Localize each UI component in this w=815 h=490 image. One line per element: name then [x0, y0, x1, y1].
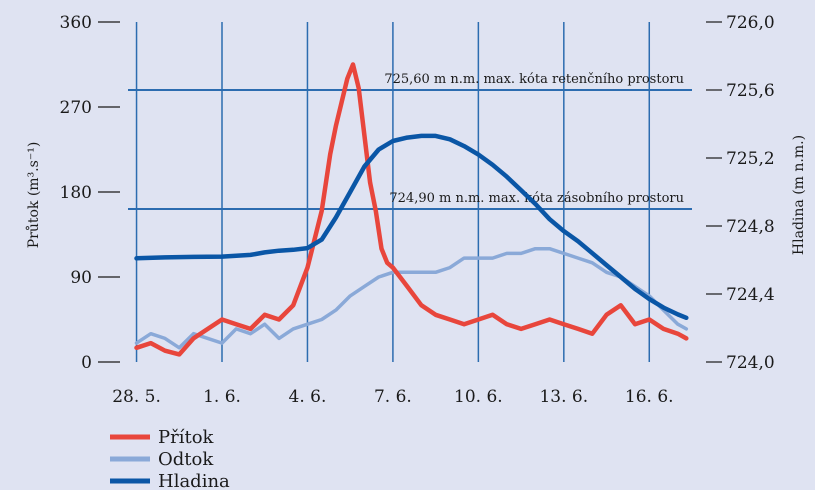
grid — [135, 22, 651, 362]
y-left-tick-label: 270 — [60, 98, 92, 118]
y-right-tick-label: 725,2 — [726, 149, 775, 169]
x-tick-label: 28. 5. — [112, 387, 161, 407]
y-right-tick-label: 725,6 — [726, 81, 775, 101]
y-right-tick-label: 726,0 — [726, 13, 775, 33]
x-tick-label: 7. 6. — [374, 387, 412, 407]
y-left-tick-label: 360 — [60, 13, 92, 33]
y-right-axis-label: Hladina (m n.m.) — [791, 135, 807, 255]
x-tick-label: 4. 6. — [289, 387, 327, 407]
legend-label: Přítok — [158, 427, 215, 448]
x-tick-label: 10. 6. — [454, 387, 503, 407]
y-left-tick-label: 180 — [60, 183, 92, 203]
series-line-Přítok — [134, 62, 689, 357]
x-tick-label: 1. 6. — [203, 387, 241, 407]
series-lines — [134, 62, 689, 357]
x-tick-label: 13. 6. — [539, 387, 588, 407]
legend-label: Odtok — [158, 449, 214, 470]
y-left-tick-label: 0 — [81, 353, 92, 373]
axes: 28. 5. 1. 6. 4. 6. 7. 6. 10. 6. 13. 6. 16. 6. 0… — [60, 13, 775, 407]
y-left-axis-label: Průtok (m³.s⁻¹) — [25, 142, 42, 249]
reference-lines: 725,60 m n.m. max. kóta retenčního prost… — [128, 72, 692, 210]
y-right-tick-label: 724,0 — [726, 353, 775, 373]
y-right-tick-label: 724,8 — [726, 217, 775, 237]
series-line-Odtok — [134, 246, 689, 350]
reference-line-label: 725,60 m n.m. max. kóta retenčního prost… — [384, 72, 684, 87]
legend-label: Hladina — [158, 471, 230, 490]
y-left-tick-label: 90 — [70, 268, 92, 288]
y-right-tick-label: 724,4 — [726, 285, 775, 305]
series-line-Hladina — [134, 133, 689, 321]
reference-line-label: 724,90 m n.m. max. kóta zásobního prosto… — [389, 191, 684, 206]
x-tick-label: 16. 6. — [625, 387, 674, 407]
